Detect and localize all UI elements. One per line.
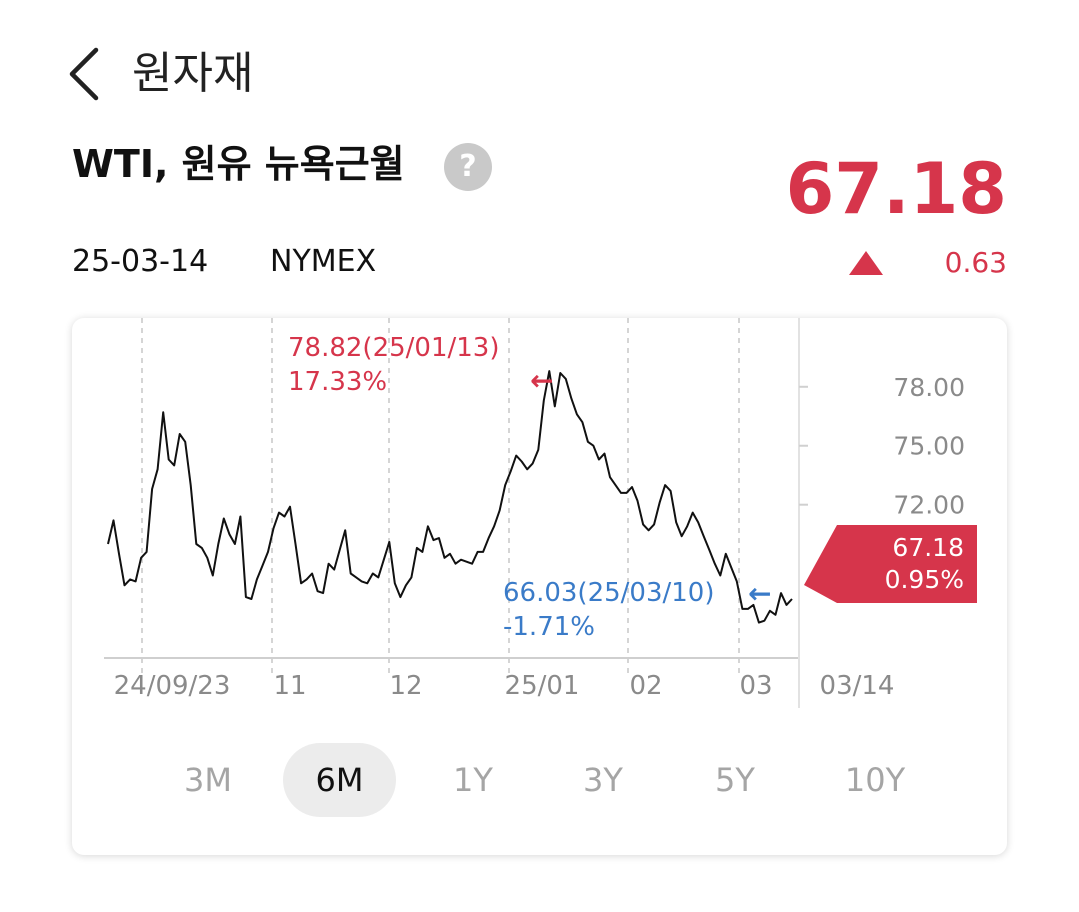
- price-chart[interactable]: 78.00 75.00 72.00 24/09/23 11 12 25/01 02 03 03/…: [72, 318, 1007, 855]
- back-icon[interactable]: [66, 44, 106, 104]
- x-tick-label: 11: [273, 671, 306, 701]
- current-value-pct: 0.95%: [885, 565, 964, 594]
- low-arrow-icon: ←: [748, 577, 771, 610]
- chart-grid: [141, 318, 740, 678]
- page-title: 원자재: [132, 48, 254, 99]
- y-tick-label: 78.00: [893, 373, 965, 402]
- exchange-name: NYMEX: [270, 244, 377, 279]
- high-arrow-icon: ←: [530, 364, 553, 397]
- range-tab-5y[interactable]: 5Y: [715, 761, 755, 799]
- range-tab-6m[interactable]: 6M: [283, 743, 396, 817]
- current-value-tag: [804, 525, 977, 603]
- range-tab-10y[interactable]: 10Y: [844, 761, 906, 799]
- price-change: 0.63: [944, 246, 1007, 279]
- low-annotation-label: 66.03(25/03/10): [503, 578, 715, 608]
- y-tick-label: 72.00: [893, 491, 965, 520]
- x-tick-label: 25/01: [505, 671, 580, 701]
- x-tick-label: 24/09/23: [114, 671, 231, 701]
- x-tick-label: 03: [739, 671, 772, 701]
- price-series-line: [107, 370, 793, 624]
- instrument-name: WTI, 원유 뉴욕근월: [72, 142, 405, 186]
- current-price: 67.18: [785, 148, 1007, 230]
- high-annotation-label: 78.82(25/01/13): [288, 333, 500, 363]
- change-up-arrow-icon: [848, 250, 884, 276]
- range-tab-1y[interactable]: 1Y: [453, 761, 493, 799]
- x-tick-label: 02: [629, 671, 662, 701]
- help-icon[interactable]: ?: [444, 143, 492, 191]
- range-tab-3m[interactable]: 3M: [184, 761, 232, 799]
- quote-date: 25-03-14: [72, 244, 209, 279]
- range-tab-3y[interactable]: 3Y: [583, 761, 623, 799]
- x-tick-label: 03/14: [820, 671, 895, 701]
- y-tick-label: 75.00: [893, 432, 965, 461]
- x-tick-label: 12: [389, 671, 422, 701]
- current-value-label: 67.18: [892, 533, 964, 562]
- chart-card: 78.00 75.00 72.00 24/09/23 11 12 25/01 02 03 03/…: [72, 318, 1007, 855]
- low-annotation-pct: -1.71%: [503, 612, 595, 642]
- high-annotation-pct: 17.33%: [288, 367, 387, 397]
